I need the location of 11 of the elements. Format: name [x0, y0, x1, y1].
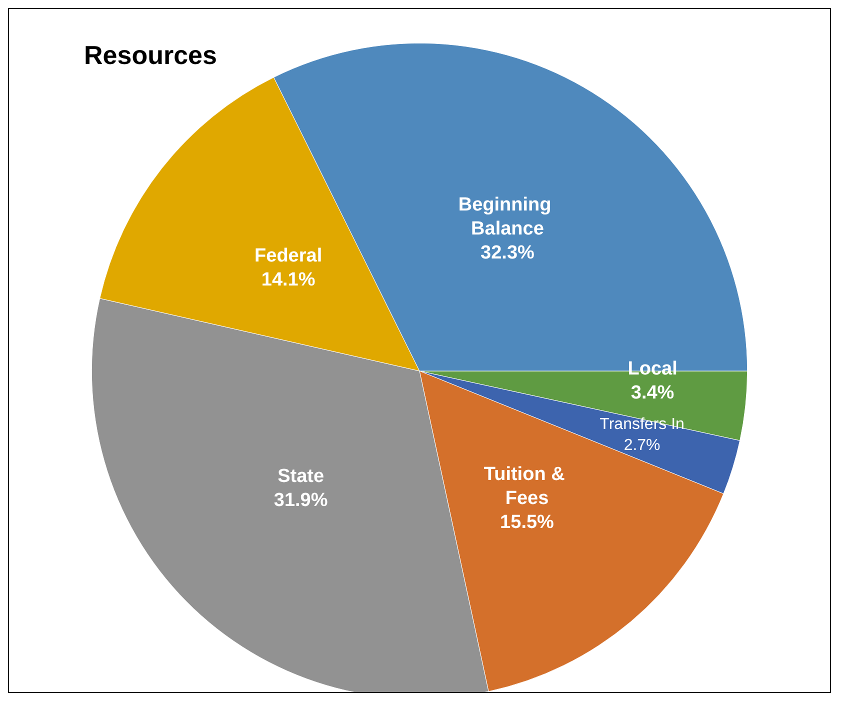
slice-label: Tuition & Fees	[484, 464, 570, 510]
data-label: 2.7%	[624, 437, 660, 454]
data-label: 14.1%	[261, 269, 316, 290]
slice-label: Federal	[254, 245, 322, 266]
data-label: 32.3%	[480, 242, 535, 264]
chart-title: Resources	[84, 40, 217, 70]
data-label: 3.4%	[630, 382, 674, 404]
data-label: 31.9%	[274, 490, 328, 511]
slice-label: Beginning Balance	[458, 194, 557, 240]
data-label: 15.5%	[500, 512, 554, 534]
slice-label: State	[278, 466, 324, 487]
